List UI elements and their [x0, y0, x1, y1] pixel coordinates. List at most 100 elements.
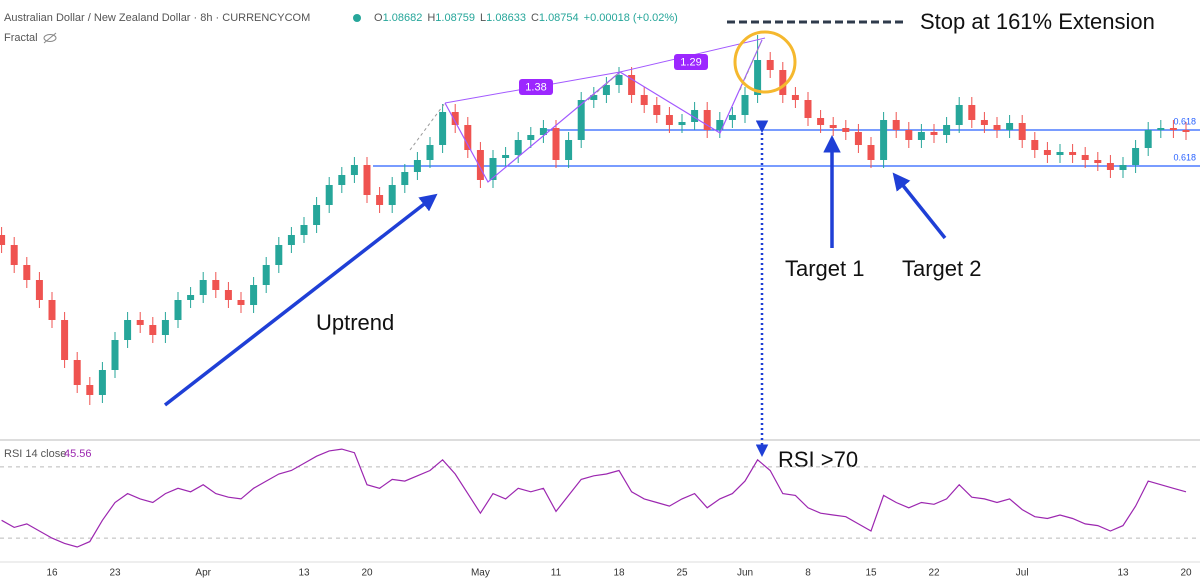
candle-body	[136, 320, 144, 325]
candle-body	[1043, 150, 1051, 155]
eye-icon	[43, 32, 57, 44]
x-tick-label: 25	[676, 568, 688, 579]
annotation: Uptrend	[316, 310, 394, 335]
annotation: Target 1	[785, 256, 865, 281]
candle-body	[602, 85, 610, 95]
candle-body	[1069, 152, 1077, 155]
highlight-circle	[733, 30, 797, 94]
candle-body	[804, 100, 812, 118]
candle-body	[1031, 140, 1039, 150]
candle-body	[111, 340, 119, 370]
candle-body	[943, 125, 951, 135]
candle-body	[628, 75, 636, 95]
candle-body	[993, 125, 1001, 130]
candle-body	[1132, 148, 1140, 165]
candle-body	[451, 112, 459, 125]
candle-body	[678, 122, 686, 125]
candle-body	[1081, 155, 1089, 160]
x-tick-label: 13	[1117, 568, 1129, 579]
candle-body	[476, 150, 484, 180]
candle-body	[86, 385, 94, 395]
annotation: Target 2	[902, 256, 982, 281]
candle-body	[590, 95, 598, 100]
candle-body	[376, 195, 384, 205]
candle-body	[716, 120, 724, 130]
candle-body	[552, 128, 560, 160]
x-tick-label: Jul	[1016, 568, 1029, 579]
status-dot	[353, 14, 361, 22]
candle-body	[703, 110, 711, 130]
candle-body	[980, 120, 988, 125]
candle-body	[817, 118, 825, 125]
arrows	[163, 120, 947, 457]
candle-body	[502, 155, 510, 158]
ohlc-value: 1.08682	[383, 12, 423, 24]
candle-body	[48, 300, 56, 320]
candle-body	[917, 132, 925, 140]
candle-body	[161, 320, 169, 335]
candle-body	[905, 130, 913, 140]
candle-body	[527, 135, 535, 140]
candle-body	[98, 370, 106, 395]
candle-body	[955, 105, 963, 125]
pattern-badge	[674, 54, 708, 70]
candle-body	[653, 105, 661, 115]
candle-body	[1094, 160, 1102, 163]
candle-body	[615, 75, 623, 85]
candle-body	[224, 290, 232, 300]
ohlc-value: 1.08633	[486, 12, 526, 24]
x-tick-label: 20	[361, 568, 373, 579]
candle-body	[250, 285, 258, 305]
candle-body	[854, 132, 862, 145]
candle-body	[791, 95, 799, 100]
symbol-title: Australian Dollar / New Zealand Dollar ·…	[4, 12, 310, 24]
candle-body	[464, 125, 472, 150]
candle-body	[10, 245, 18, 265]
candle-body	[1169, 128, 1177, 130]
pattern-line	[587, 71, 621, 101]
candle-body	[577, 100, 585, 140]
candle-body	[313, 205, 321, 225]
candle-body	[930, 132, 938, 135]
candle-body	[1119, 165, 1127, 170]
ohlc-value: 1.08754	[539, 12, 579, 24]
pattern-badge	[519, 79, 553, 95]
rsi-current: 45.56	[64, 448, 92, 460]
candle-body	[187, 295, 195, 300]
candle-body	[363, 165, 371, 195]
candle-body	[23, 265, 31, 280]
ohlc-key: L	[480, 12, 486, 24]
candle-body	[691, 110, 699, 122]
candle-body	[1106, 163, 1114, 170]
candle-body	[968, 105, 976, 120]
candle-body	[275, 245, 283, 265]
candle-body	[665, 115, 673, 125]
candle-body	[728, 115, 736, 120]
candle-body	[1157, 128, 1165, 130]
candle-body	[325, 185, 333, 205]
ohlc-legend: O1.08682 H1.08759 L1.08633 C1.08754 +0.00018…	[374, 12, 678, 24]
candle-body	[401, 172, 409, 185]
candle-body	[1182, 130, 1190, 132]
candle-body	[124, 320, 132, 340]
level-label: 0.618	[1173, 152, 1196, 162]
ohlc-value: 1.08759	[435, 12, 475, 24]
ohlc-key: O	[374, 12, 383, 24]
candle-body	[0, 235, 6, 245]
candle-body	[1006, 123, 1014, 130]
candle-body	[741, 95, 749, 115]
candle-body	[1018, 123, 1026, 140]
candle-body	[149, 325, 157, 335]
candle-body	[199, 280, 207, 295]
candle-body	[1144, 130, 1152, 148]
candle-body	[640, 95, 648, 105]
x-tick-label: 8	[805, 568, 811, 579]
candle-body	[439, 112, 447, 145]
candle-body	[539, 128, 547, 135]
pattern-line	[409, 102, 446, 151]
x-tick-label: 13	[298, 568, 310, 579]
x-tick-label: Apr	[195, 568, 211, 579]
x-tick-label: Jun	[737, 568, 753, 579]
x-tick-label: 15	[865, 568, 877, 579]
